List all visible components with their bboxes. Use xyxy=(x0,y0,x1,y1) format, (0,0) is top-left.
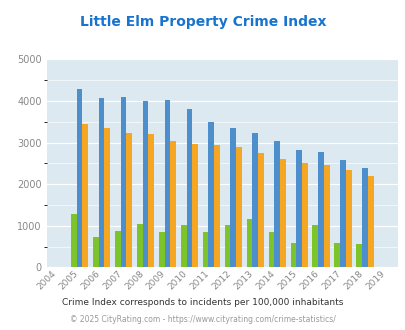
Bar xyxy=(334,243,339,267)
Bar xyxy=(323,165,329,267)
Bar xyxy=(170,141,175,267)
Bar xyxy=(93,237,98,267)
Bar xyxy=(104,128,110,267)
Bar xyxy=(71,214,77,267)
Text: © 2025 CityRating.com - https://www.cityrating.com/crime-statistics/: © 2025 CityRating.com - https://www.city… xyxy=(70,315,335,324)
Bar xyxy=(345,170,351,267)
Bar xyxy=(213,145,220,267)
Text: Crime Index corresponds to incidents per 100,000 inhabitants: Crime Index corresponds to incidents per… xyxy=(62,298,343,307)
Bar xyxy=(301,163,307,267)
Bar xyxy=(361,168,367,267)
Bar xyxy=(318,152,323,267)
Text: Little Elm Property Crime Index: Little Elm Property Crime Index xyxy=(79,15,326,29)
Bar xyxy=(126,133,132,267)
Bar xyxy=(142,101,148,267)
Bar xyxy=(164,100,170,267)
Bar xyxy=(236,147,241,267)
Bar xyxy=(192,144,197,267)
Bar xyxy=(186,109,192,267)
Bar xyxy=(98,98,104,267)
Bar xyxy=(339,160,345,267)
Bar xyxy=(274,141,279,267)
Bar xyxy=(136,224,142,267)
Bar xyxy=(230,128,236,267)
Bar xyxy=(367,176,373,267)
Bar xyxy=(268,232,274,267)
Bar xyxy=(180,225,186,267)
Bar xyxy=(224,225,230,267)
Bar xyxy=(158,232,164,267)
Bar xyxy=(77,88,82,267)
Bar xyxy=(115,231,120,267)
Bar xyxy=(202,232,208,267)
Bar xyxy=(312,225,318,267)
Bar xyxy=(208,122,213,267)
Bar xyxy=(82,124,88,267)
Bar xyxy=(246,219,252,267)
Bar xyxy=(279,159,285,267)
Bar xyxy=(356,244,361,267)
Bar xyxy=(148,134,153,267)
Bar xyxy=(290,243,296,267)
Bar xyxy=(258,153,263,267)
Bar xyxy=(120,97,126,267)
Bar xyxy=(252,133,258,267)
Bar xyxy=(296,149,301,267)
